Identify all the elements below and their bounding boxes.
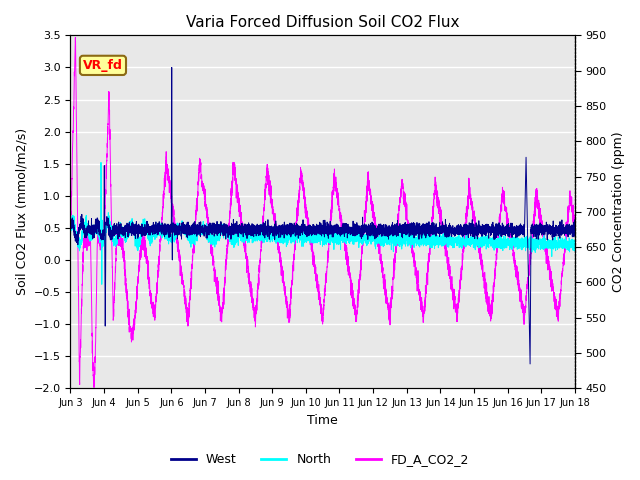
Y-axis label: Soil CO2 Flux (mmol/m2/s): Soil CO2 Flux (mmol/m2/s) — [15, 128, 28, 295]
Legend: West, North, FD_A_CO2_2: West, North, FD_A_CO2_2 — [166, 448, 474, 471]
Y-axis label: CO2 Concentration (ppm): CO2 Concentration (ppm) — [612, 132, 625, 292]
X-axis label: Time: Time — [307, 414, 338, 427]
Text: VR_fd: VR_fd — [83, 59, 123, 72]
Title: Varia Forced Diffusion Soil CO2 Flux: Varia Forced Diffusion Soil CO2 Flux — [186, 15, 460, 30]
